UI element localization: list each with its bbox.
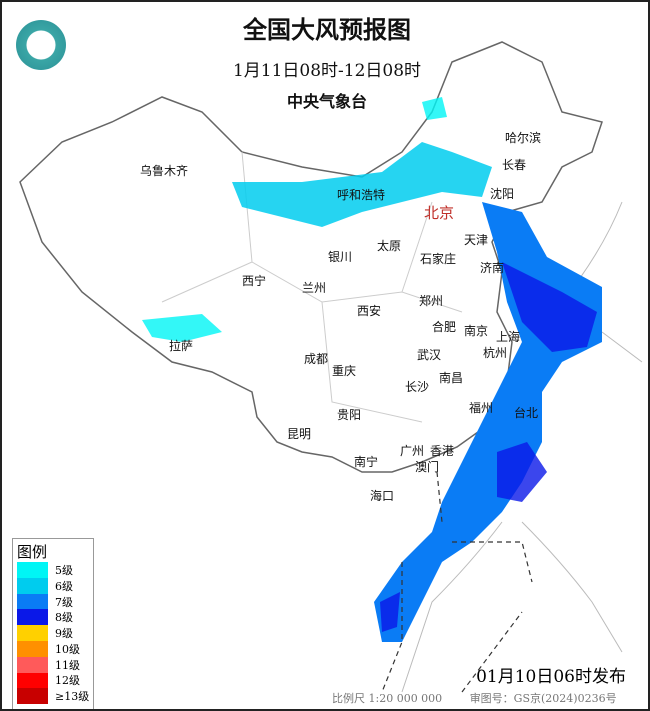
city-label: 太原 <box>377 239 402 253</box>
legend-swatch <box>17 625 48 641</box>
city-label: 成都 <box>304 352 329 366</box>
legend: 图例 5级 6级 7级 8级 9级 10级 11级 12级 ≥13级 <box>12 538 94 709</box>
legend-swatch <box>17 656 48 673</box>
city-label: 上海 <box>496 330 521 344</box>
city-label: 济南 <box>480 261 505 275</box>
city-label: 南宁 <box>354 455 379 469</box>
scale-text: 比例尺 1:20 000 000 <box>332 692 443 705</box>
map-title: 全国大风预报图 <box>243 16 411 44</box>
legend-item: 9级 <box>13 625 93 641</box>
city-label: 北京 <box>424 204 455 222</box>
neighbor-coastline <box>401 201 643 693</box>
city-label: 长春 <box>502 158 527 172</box>
legend-swatch <box>17 609 48 626</box>
legend-item: 10级 <box>13 640 93 657</box>
legend-item: 6级 <box>13 577 93 594</box>
legend-label: 9级 <box>55 627 73 641</box>
city-label: 南昌 <box>439 371 464 385</box>
legend-item: ≥13级 <box>13 688 93 705</box>
legend-label: 7级 <box>55 595 73 609</box>
city-label: 拉萨 <box>169 339 194 353</box>
legend-swatch <box>17 593 48 610</box>
legend-item: 12级 <box>13 672 93 689</box>
legend-label: 6级 <box>55 579 73 593</box>
issued-time: 01月10日06时发布 <box>476 667 626 687</box>
city-label: 海口 <box>370 489 395 503</box>
wind-area-5 <box>142 97 447 342</box>
legend-item: 5级 <box>13 562 93 578</box>
city-label: 澳门 <box>415 460 440 474</box>
wind-area-6 <box>232 142 492 227</box>
city-label: 武汉 <box>417 348 442 362</box>
legend-swatch <box>17 577 48 594</box>
city-label: 银川 <box>328 250 353 264</box>
city-label: 呼和浩特 <box>337 188 386 202</box>
legend-item: 7级 <box>13 593 93 610</box>
city-label: 杭州 <box>483 346 508 360</box>
china-outline <box>19 41 603 473</box>
city-label: 乌鲁木齐 <box>140 164 189 178</box>
city-label: 西安 <box>357 304 382 318</box>
city-label: 昆明 <box>287 427 312 441</box>
legend-title: 图例 <box>17 543 48 561</box>
city-label: 台北 <box>514 406 539 420</box>
city-label: 南京 <box>464 324 489 338</box>
legend-swatch <box>17 688 48 705</box>
legend-label: 8级 <box>55 611 73 625</box>
city-label: 天津 <box>464 233 489 247</box>
province-borders <box>161 151 463 423</box>
city-label: 贵阳 <box>337 408 362 422</box>
cma-logo <box>16 20 66 70</box>
legend-swatch <box>17 562 48 578</box>
issuer: 中央气象台 <box>286 92 367 111</box>
legend-label: 12级 <box>55 674 80 688</box>
approval-number: 审图号：GS京(2024)0236号 <box>469 692 617 705</box>
city-label: 长沙 <box>405 380 430 394</box>
city-label: 石家庄 <box>420 252 457 266</box>
city-label: 兰州 <box>302 281 327 295</box>
city-label: 香港 <box>430 444 455 458</box>
legend-label: 10级 <box>55 642 80 656</box>
legend-label: ≥13级 <box>55 690 90 704</box>
map-footer: 比例尺 1:20 000 000 审图号：GS京(2024)0236号 <box>332 690 641 706</box>
city-label: 广州 <box>400 444 425 458</box>
city-label: 合肥 <box>432 320 457 334</box>
legend-label: 5级 <box>55 563 73 577</box>
legend-swatch <box>17 640 48 657</box>
legend-item: 11级 <box>13 656 93 673</box>
city-label: 郑州 <box>419 294 444 308</box>
city-label: 哈尔滨 <box>505 131 542 145</box>
forecast-period: 1月11日08时-12日08时 <box>232 61 422 81</box>
legend-swatch <box>17 672 48 689</box>
city-label: 西宁 <box>242 274 267 288</box>
city-label: 沈阳 <box>490 187 515 201</box>
legend-label: 11级 <box>55 658 80 672</box>
city-label: 福州 <box>469 401 494 415</box>
city-label: 重庆 <box>332 364 357 378</box>
legend-item: 8级 <box>13 609 93 626</box>
